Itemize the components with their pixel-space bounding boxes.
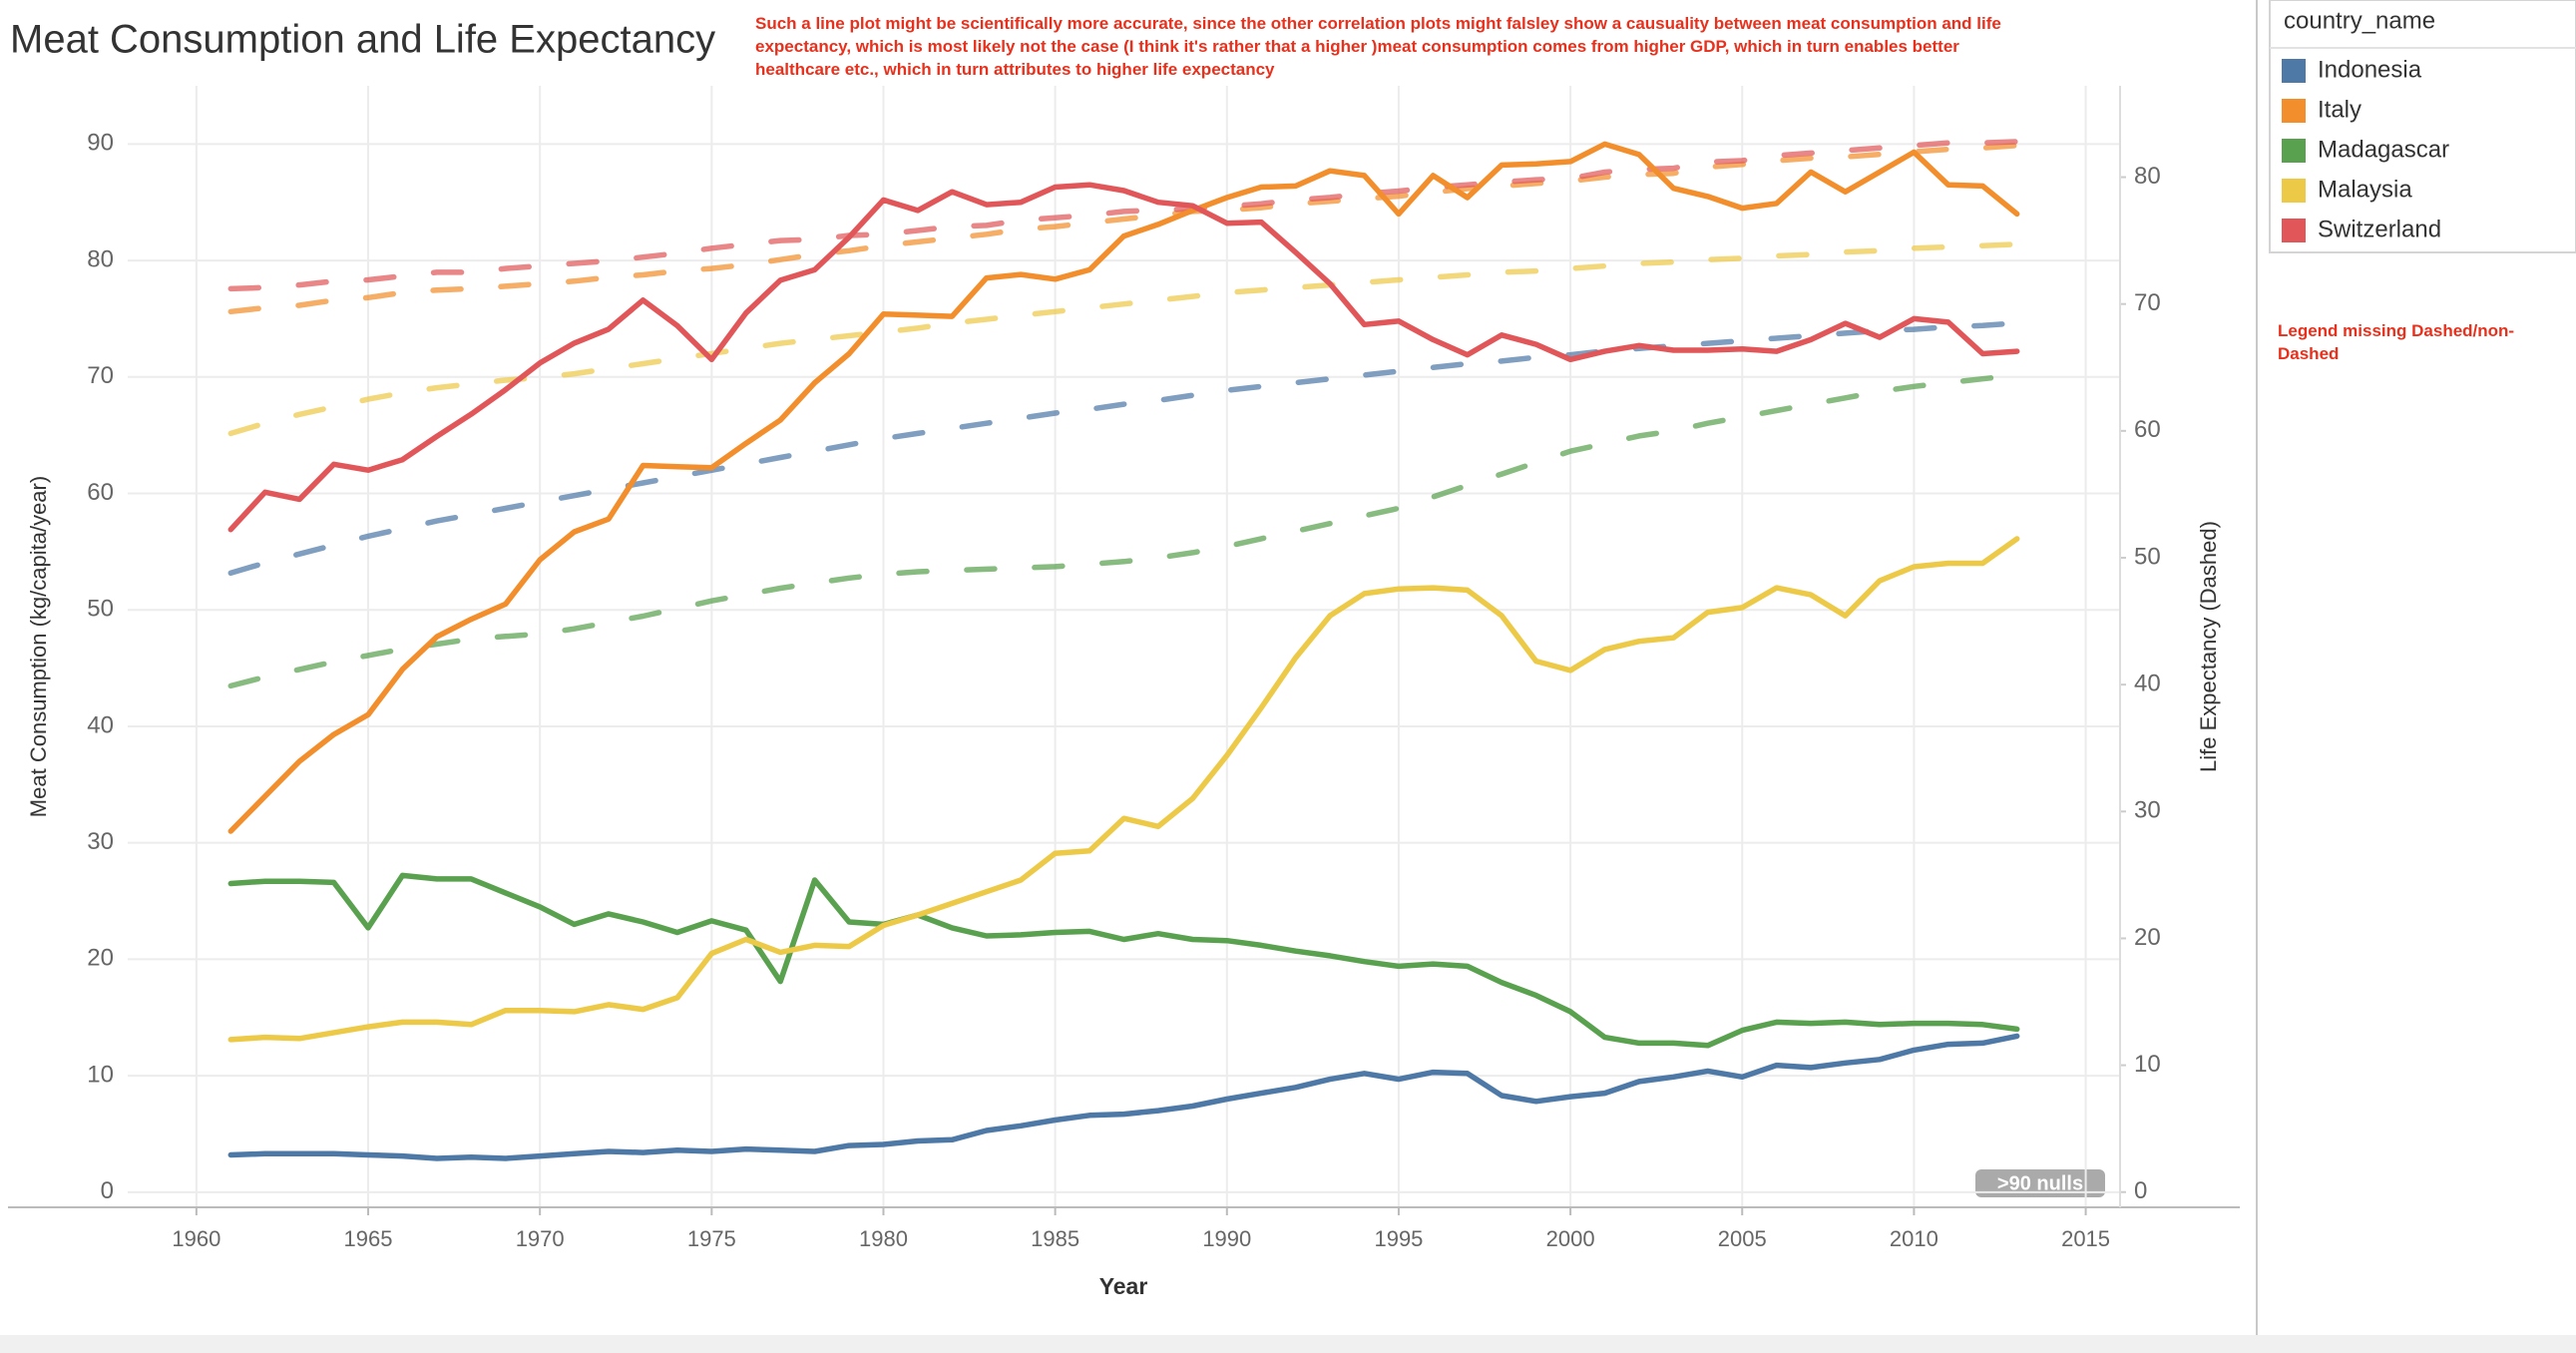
legend-label[interactable]: Malaysia bbox=[2318, 176, 2412, 203]
x-tick-label: 2000 bbox=[1546, 1226, 1595, 1251]
x-tick-label: 1960 bbox=[172, 1226, 220, 1251]
legend-title: country_name bbox=[2284, 7, 2435, 34]
nulls-badge[interactable] bbox=[1975, 1169, 2105, 1197]
legend-swatch[interactable] bbox=[2282, 59, 2306, 83]
x-tick-label: 1995 bbox=[1374, 1226, 1423, 1251]
meat-line bbox=[227, 872, 2020, 1049]
y2-tick-label: 0 bbox=[2134, 1177, 2147, 1204]
y-tick-label: 50 bbox=[87, 596, 114, 623]
legend-label[interactable]: Switzerland bbox=[2318, 216, 2441, 242]
y-tick-label: 10 bbox=[87, 1061, 114, 1088]
y-tick-label: 60 bbox=[87, 479, 114, 506]
y2-tick-label: 80 bbox=[2134, 163, 2161, 190]
y2-tick-label: 40 bbox=[2134, 670, 2161, 696]
y2-tick-label: 60 bbox=[2134, 416, 2161, 443]
y2-tick-label: 20 bbox=[2134, 924, 2161, 951]
legend-label[interactable]: Indonesia bbox=[2318, 56, 2422, 83]
x-tick-label: 2015 bbox=[2061, 1226, 2110, 1251]
grid bbox=[128, 86, 2120, 1207]
y2-tick-label: 30 bbox=[2134, 797, 2161, 824]
x-tick-label: 1980 bbox=[859, 1226, 908, 1251]
y2-tick-label: 70 bbox=[2134, 289, 2161, 316]
life-expectancy-line bbox=[227, 372, 2020, 689]
x-tick-label: 1975 bbox=[687, 1226, 736, 1251]
y-tick-label: 0 bbox=[101, 1177, 114, 1204]
meat-line bbox=[227, 182, 2020, 533]
meat-line bbox=[227, 536, 2020, 1043]
x-tick-label: 2010 bbox=[1890, 1226, 1938, 1251]
side-note: Legend missing Dashed/non-Dashed bbox=[2278, 321, 2515, 363]
x-tick-label: 1970 bbox=[516, 1226, 565, 1251]
legend-swatch[interactable] bbox=[2282, 179, 2306, 203]
status-bar bbox=[0, 1335, 2576, 1353]
y-tick-label: 30 bbox=[87, 828, 114, 855]
life-expectancy-line bbox=[227, 139, 2020, 292]
legend-swatch[interactable] bbox=[2282, 139, 2306, 163]
y-tick-label: 40 bbox=[87, 711, 114, 738]
annotation: Such a line plot might be scientifically… bbox=[755, 14, 2001, 79]
legend-swatch[interactable] bbox=[2282, 219, 2306, 242]
y2-axis-title: Life Expectancy (Dashed) bbox=[2196, 521, 2221, 772]
y-tick-label: 70 bbox=[87, 362, 114, 389]
y-axis-title: Meat Consumption (kg/capita/year) bbox=[26, 476, 51, 817]
y-tick-label: 90 bbox=[87, 130, 114, 157]
x-tick-label: 2005 bbox=[1718, 1226, 1767, 1251]
y-tick-label: 20 bbox=[87, 945, 114, 972]
life-expectancy-line bbox=[227, 320, 2020, 577]
meat-line bbox=[227, 1033, 2020, 1161]
x-tick-label: 1965 bbox=[344, 1226, 393, 1251]
legend-label[interactable]: Madagascar bbox=[2318, 136, 2449, 163]
nulls-badge-text[interactable]: >90 nulls bbox=[1997, 1172, 2083, 1194]
chart-title: Meat Consumption and Life Expectancy bbox=[10, 18, 715, 62]
life-expectancy-line bbox=[227, 241, 2020, 437]
x-axis-title: Year bbox=[1099, 1273, 1148, 1299]
legend-label[interactable]: Italy bbox=[2318, 96, 2361, 123]
x-tick-label: 1985 bbox=[1031, 1226, 1079, 1251]
legend-box bbox=[2269, 0, 2576, 253]
life-expectancy-line bbox=[227, 143, 2020, 315]
meat-line bbox=[227, 141, 2020, 834]
legend-swatch[interactable] bbox=[2282, 99, 2306, 123]
y2-tick-label: 10 bbox=[2134, 1051, 2161, 1078]
x-tick-label: 1990 bbox=[1202, 1226, 1251, 1251]
y-tick-label: 80 bbox=[87, 245, 114, 272]
y2-tick-label: 50 bbox=[2134, 543, 2161, 570]
